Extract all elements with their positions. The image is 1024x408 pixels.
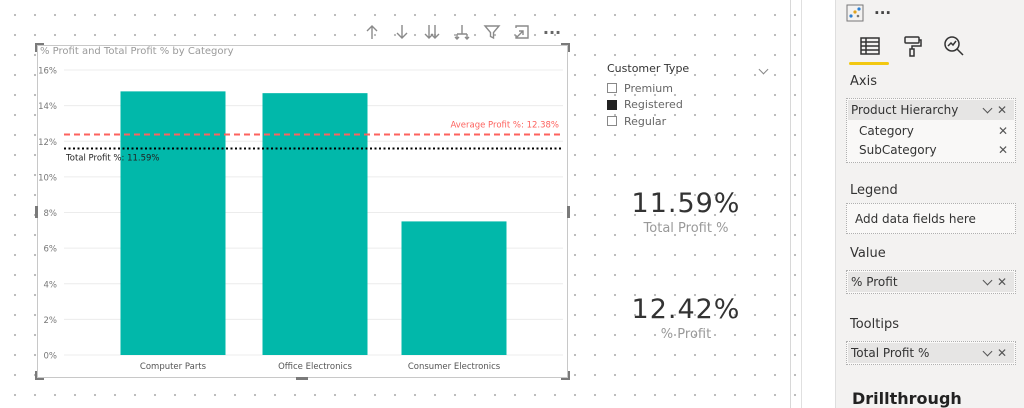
- close-icon[interactable]: ✕: [996, 346, 1008, 360]
- fields-tab-icon[interactable]: [858, 34, 882, 58]
- slicer-item-label: Registered: [624, 98, 683, 112]
- y-tick-label: 16%: [38, 67, 57, 77]
- resize-corner-bottom-left[interactable]: [35, 371, 44, 380]
- total-profit-label: Total Profit %: 11.59%: [65, 154, 159, 164]
- drillthrough-heading: Drillthrough: [852, 389, 962, 408]
- visualizations-pane: ··· Axis Product Hierarchy ✕ Category ✕ …: [835, 0, 1024, 408]
- y-tick-label: 14%: [38, 102, 57, 112]
- filter-icon[interactable]: [480, 22, 504, 42]
- average-profit-label: Average Profit %: 12.38%: [450, 120, 559, 130]
- y-tick-label: 2%: [44, 316, 58, 326]
- pane-header: ···: [846, 4, 891, 22]
- legend-field-well[interactable]: Add data fields here: [846, 203, 1016, 234]
- more-options-icon[interactable]: ···: [542, 22, 562, 42]
- field-pill-total-profit[interactable]: Total Profit % ✕: [848, 343, 1014, 363]
- card-total-profit[interactable]: 11.59% Total Profit %: [606, 188, 766, 236]
- close-icon[interactable]: ✕: [997, 123, 1009, 138]
- card-label: % Profit: [660, 327, 712, 342]
- expand-next-level-icon[interactable]: [420, 22, 444, 42]
- chevron-down-icon[interactable]: [981, 275, 993, 288]
- field-item-category[interactable]: Category ✕: [847, 121, 1015, 140]
- y-tick-label: 4%: [44, 280, 58, 290]
- tooltips-field-well[interactable]: Total Profit % ✕: [846, 341, 1016, 365]
- more-options-icon[interactable]: ···: [874, 4, 892, 22]
- bar-computer-parts[interactable]: [120, 91, 226, 355]
- expand-hierarchy-icon[interactable]: [450, 22, 474, 42]
- close-icon[interactable]: ✕: [996, 275, 1008, 289]
- resize-corner-top-right[interactable]: [561, 43, 570, 52]
- y-tick-label: 6%: [44, 245, 58, 255]
- drill-down-icon[interactable]: [390, 22, 414, 42]
- resize-handle-left[interactable]: [35, 206, 38, 218]
- field-label: SubCategory: [859, 142, 937, 157]
- field-label: Product Hierarchy: [851, 103, 959, 117]
- value-field-well[interactable]: % Profit ✕: [846, 270, 1016, 294]
- value-section-label: Value: [850, 246, 886, 261]
- resize-handle-right[interactable]: [567, 206, 570, 218]
- slicer-title: Customer Type: [607, 62, 690, 75]
- x-tick-label: Computer Parts: [140, 362, 207, 372]
- chevron-down-icon[interactable]: [981, 346, 993, 359]
- resize-corner-top-left[interactable]: [35, 43, 44, 52]
- field-pill-product-hierarchy[interactable]: Product Hierarchy ✕: [848, 100, 1014, 120]
- pane-tabs: [858, 34, 966, 58]
- y-tick-label: 12%: [38, 138, 57, 148]
- drill-up-icon[interactable]: [360, 22, 384, 42]
- filters-collapsed-strip: [801, 0, 836, 408]
- card-value: 11.59%: [631, 188, 741, 219]
- field-item-subcategory[interactable]: SubCategory ✕: [847, 140, 1015, 159]
- field-pill-percent-profit[interactable]: % Profit ✕: [848, 272, 1014, 292]
- axis-field-well[interactable]: Product Hierarchy ✕ Category ✕ SubCatego…: [846, 98, 1016, 163]
- card-percent-profit[interactable]: 12.42% % Profit: [606, 294, 766, 342]
- bar-chart-visual[interactable]: % Profit and Total Profit % by Category …: [35, 43, 570, 380]
- checkbox-checked-icon[interactable]: [607, 99, 617, 110]
- add-data-placeholder: Add data fields here: [855, 212, 976, 226]
- visual-header-toolbar: ···: [360, 22, 564, 42]
- resize-corner-bottom-right[interactable]: [561, 371, 570, 380]
- chevron-down-icon[interactable]: [981, 103, 993, 116]
- resize-handle-bottom[interactable]: [296, 377, 308, 380]
- chart-title: % Profit and Total Profit % by Category: [40, 46, 234, 57]
- y-tick-label: 10%: [38, 173, 57, 183]
- y-tick-label: 0%: [44, 352, 58, 362]
- field-label: % Profit: [851, 275, 898, 289]
- checkbox-icon[interactable]: [607, 83, 617, 94]
- x-tick-label: Consumer Electronics: [408, 362, 501, 372]
- tooltips-section-label: Tooltips: [850, 317, 899, 332]
- legend-section-label: Legend: [850, 183, 898, 198]
- slicer-item-premium[interactable]: Premium: [607, 80, 767, 97]
- x-tick-label: Office Electronics: [278, 362, 352, 372]
- checkbox-icon[interactable]: [607, 116, 617, 127]
- card-value: 12.42%: [631, 294, 741, 325]
- format-paint-roller-icon[interactable]: [900, 34, 924, 58]
- slicer-item-registered[interactable]: Registered: [607, 97, 767, 114]
- slicer-item-label: Regular: [624, 114, 667, 128]
- customer-type-slicer: Customer Type Premium Registered Regular: [607, 62, 769, 130]
- axis-section-label: Axis: [850, 74, 877, 89]
- bar-consumer-electronics[interactable]: [401, 221, 507, 355]
- field-label: Category: [859, 123, 914, 138]
- chart-type-icon[interactable]: [846, 4, 864, 22]
- close-icon[interactable]: ✕: [996, 103, 1008, 117]
- active-tab-indicator: [849, 62, 889, 65]
- y-tick-label: 8%: [44, 209, 58, 219]
- analytics-magnifier-icon[interactable]: [942, 34, 966, 58]
- card-label: Total Profit %: [643, 221, 729, 236]
- field-label: Total Profit %: [851, 346, 930, 360]
- focus-mode-icon[interactable]: [510, 22, 534, 42]
- canvas-edge-divider: [790, 0, 791, 408]
- close-icon[interactable]: ✕: [997, 142, 1009, 157]
- chart-plot: 0% 2% 4% 6% 8% 10% 12% 14% 16% Computer Parts Offi…: [38, 67, 563, 372]
- slicer-item-label: Premium: [624, 81, 673, 95]
- slicer-item-regular[interactable]: Regular: [607, 113, 767, 130]
- bar-office-electronics[interactable]: [262, 93, 368, 355]
